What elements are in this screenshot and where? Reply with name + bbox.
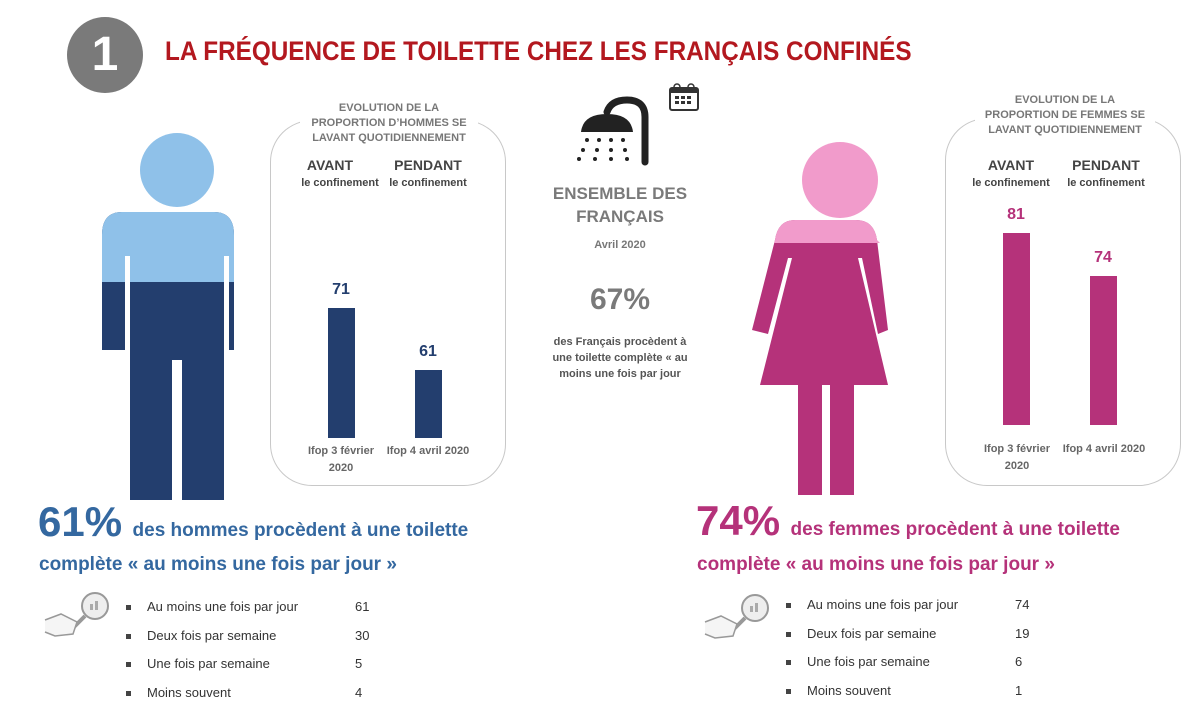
bullet-icon	[126, 633, 131, 639]
magnifier-hand-icon	[704, 594, 769, 639]
women-chart-box	[945, 118, 1181, 486]
women-category-label: Ifop 3 février 2020	[983, 443, 1051, 472]
women-bar	[1090, 276, 1117, 425]
women-value-label: 74	[1094, 249, 1112, 267]
magnifier-hand-icon	[44, 592, 109, 637]
list-item-value: 30	[355, 627, 370, 643]
man-figure-icon	[102, 133, 234, 500]
center-percent: 67%	[589, 283, 651, 316]
shower-icon	[577, 96, 649, 166]
men-text-2: complète « au moins une fois par jour »	[39, 554, 397, 575]
women-text-2: complète « au moins une fois par jour »	[697, 554, 1055, 575]
men-avant-sub: le confinement	[301, 177, 379, 189]
list-item-label: Moins souvent	[807, 682, 891, 698]
list-item-label: Une fois par semaine	[807, 654, 930, 669]
men-value-label: 71	[332, 280, 350, 298]
list-item-value: 6	[1015, 654, 1023, 669]
list-item-value: 74	[1015, 597, 1030, 612]
bullet-icon	[126, 662, 131, 667]
women-chart-title: EVOLUTION DE LA PROPORTION DE FEMMES SE …	[975, 93, 1155, 138]
women-bar	[1003, 232, 1030, 425]
list-item-label: Moins souvent	[147, 684, 231, 700]
women-category-label: Ifop 4 avril 2020	[1062, 443, 1146, 455]
list-item-label: Au moins une fois par jour	[147, 599, 299, 614]
bullet-icon	[786, 688, 791, 694]
men-percent: 61%	[38, 498, 123, 545]
women-percent: 74%	[696, 497, 781, 544]
center-text: des Français procèdent à une toilette co…	[552, 336, 688, 380]
men-category-label: Ifop 3 février 2020	[307, 445, 375, 474]
men-bar	[328, 307, 355, 438]
list-item-value: 5	[355, 656, 363, 671]
men-summary: 61% des hommes procèdent à une toilette	[38, 498, 468, 546]
women-avant-label: AVANT	[987, 157, 1035, 173]
list-item-value: 1	[1015, 682, 1023, 698]
list-item-value: 61	[355, 599, 370, 614]
women-pendant-sub: le confinement	[1067, 177, 1145, 189]
list-item-label: Au moins une fois par jour	[807, 597, 959, 612]
women-summary: 74% des femmes procèdent à une toilette	[696, 497, 1120, 545]
men-text-1: des hommes procèdent à une toilette	[132, 520, 469, 541]
men-avant-label: AVANT	[306, 157, 354, 173]
men-chart-title: EVOLUTION DE LA PROPORTION D’HOMMES SE L…	[300, 101, 478, 146]
center-date: Avril 2020	[594, 239, 646, 251]
list-item-label: Deux fois par semaine	[807, 625, 937, 641]
list-item-label: Deux fois par semaine	[147, 627, 277, 643]
women-avant-sub: le confinement	[972, 177, 1050, 189]
women-value-label: 81	[1007, 205, 1025, 223]
women-text-1: des femmes procèdent à une toilette	[790, 519, 1120, 540]
men-pendant-sub: le confinement	[389, 177, 467, 189]
calendar-icon	[669, 83, 699, 111]
bullet-icon	[786, 660, 791, 665]
list-item-label: Une fois par semaine	[147, 656, 270, 671]
page-title: LA FRÉQUENCE DE TOILETTE CHEZ LES FRANÇA…	[165, 36, 912, 66]
men-pendant-label: PENDANT	[394, 157, 462, 173]
list-item-value: 19	[1015, 625, 1030, 641]
men-value-label: 61	[419, 342, 437, 360]
men-category-label: Ifop 4 avril 2020	[386, 445, 470, 457]
men-chart-box	[270, 120, 506, 486]
men-bar	[415, 369, 442, 438]
women-pendant-label: PENDANT	[1072, 157, 1140, 173]
section-number-badge: 1	[67, 17, 143, 93]
woman-figure-icon	[752, 142, 888, 495]
bullet-icon	[126, 605, 131, 610]
center-title: ENSEMBLE DES FRANÇAIS	[552, 184, 688, 226]
list-item-value: 4	[355, 684, 363, 700]
bullet-icon	[786, 631, 791, 637]
bullet-icon	[786, 603, 791, 608]
bullet-icon	[126, 690, 131, 696]
